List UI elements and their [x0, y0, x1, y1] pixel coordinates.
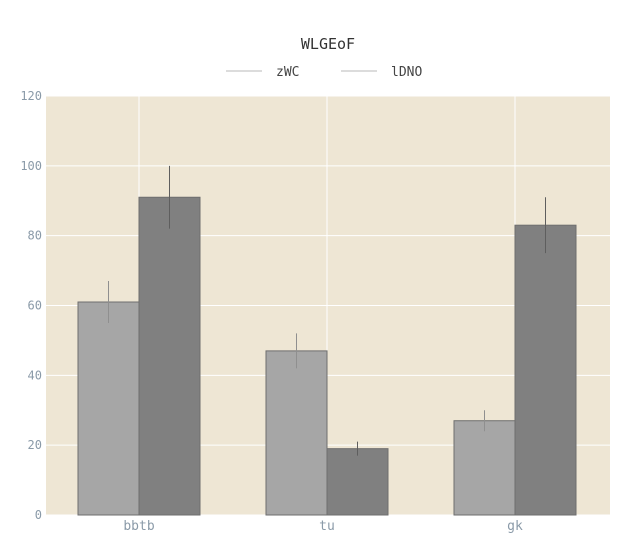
bar	[514, 224, 577, 516]
bar	[138, 196, 201, 516]
bars	[77, 165, 577, 516]
y-axis-ticks: 0 20 40 60 80 100 120	[20, 89, 42, 522]
legend-label: lDNO	[391, 65, 422, 80]
x-tick-label: tu	[319, 519, 335, 534]
x-tick-label: bbtb	[123, 519, 154, 534]
y-tick-label: 60	[28, 299, 42, 313]
bar	[77, 301, 140, 516]
bar	[265, 350, 328, 516]
bar	[326, 448, 389, 516]
legend-label: zWC	[276, 65, 299, 80]
y-tick-label: 120	[20, 89, 42, 103]
legend: zWC lDNO	[226, 65, 422, 80]
y-tick-label: 80	[28, 229, 42, 243]
y-tick-label: 40	[28, 368, 42, 382]
chart-title: WLGEoF	[301, 35, 355, 53]
y-tick-label: 100	[20, 159, 42, 173]
y-tick-label: 20	[28, 438, 42, 452]
x-tick-label: gk	[507, 519, 523, 534]
x-axis-ticks: bbtb tu gk	[123, 519, 523, 534]
y-tick-label: 0	[35, 508, 42, 522]
bar	[453, 420, 516, 516]
